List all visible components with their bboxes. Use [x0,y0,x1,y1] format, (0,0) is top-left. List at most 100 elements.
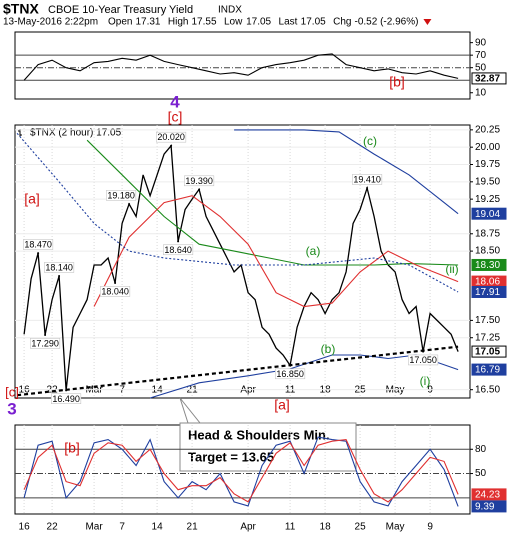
price-label-box [156,131,187,143]
price-point [37,252,40,255]
symbol: $TNX [3,1,39,17]
price-label-box [352,174,383,185]
y-tick-label: 16.50 [475,384,500,395]
last-value-label: 9.39 [475,502,495,513]
price-label: 18.640 [164,245,192,255]
last-value-label: 18.06 [475,277,500,288]
callout-text: Head & Shoulders Min. [188,427,330,442]
price-label-box [30,338,61,349]
price-label-box [275,368,306,380]
y-tick-label: 70 [475,50,487,61]
legend: $TNX (2 hour) 17.05 [30,128,122,139]
last-value-label: 18.30 [475,260,500,271]
y-tick-label: 50 [475,62,487,73]
wave-label: 4 [170,92,180,111]
stat-value: -0.52 (-2.96%) [355,17,419,28]
y-tick-label: 17.25 [475,332,500,343]
price-label-box [408,354,439,366]
last-value-box [471,207,507,220]
stat-name: Open [108,17,132,28]
exchange: INDX [218,5,242,16]
price-point [114,281,117,284]
price-point [44,333,47,336]
price-point [366,187,369,190]
wave-label: [a] [24,191,40,207]
price-label: 16.490 [52,394,80,404]
last-value-box [471,285,507,298]
date: 13-May-2016 2:22pm [3,17,98,28]
last-value-box [471,500,507,513]
last-value-label: 19.04 [475,209,500,220]
wave-label: [c] [5,384,19,399]
price-point [177,240,180,243]
x-tick-label: Apr [240,522,256,533]
x-tick-label: May [386,522,405,533]
x-tick-label: 18 [320,522,332,533]
last-value-label: 17.05 [475,347,500,358]
price-point [58,275,61,278]
price-label: 20.020 [157,132,185,142]
price-label-box [163,244,194,256]
price-label-box [23,239,54,250]
y-tick-label: 80 [475,444,487,455]
stat-name: Chg [333,17,351,28]
price-label-box [44,262,75,273]
wave-label: [c] [168,109,183,125]
series-line [23,53,459,81]
stat-name: Last [279,17,298,28]
price-label: 19.410 [353,174,381,184]
series-line [149,354,459,399]
series-line [93,195,459,308]
price-label: 18.470 [24,240,52,250]
y-tick-label: 20.00 [475,142,500,153]
price-label-box [100,286,131,297]
x-tick-label: 16 [19,522,31,533]
price-point [65,389,68,392]
callout-box [179,422,357,472]
top-panel [14,31,471,100]
y-tick-label: 17.50 [475,315,500,326]
price-label: 16.850 [276,369,304,379]
wave-label: (i) [420,374,431,388]
stat-name: Low [224,17,243,28]
price-label: 17.050 [409,355,437,365]
security-name: CBOE 10-Year Treasury Yield [48,4,193,16]
last-value-label: 17.91 [475,287,500,298]
y-tick-label: 18.50 [475,246,500,257]
stat-value: 17.31 [135,17,160,28]
y-tick-label: 19.75 [475,159,500,170]
price-point [422,350,425,353]
series-line [23,439,459,503]
price-label: 19.180 [107,190,135,200]
wave-label: 3 [7,399,16,418]
callout-text: Target = 13.65 [188,449,274,464]
wave-label: [b] [389,74,405,90]
price-point [128,202,131,205]
last-value-label: 24.23 [475,490,500,501]
price-label: 18.140 [45,262,73,272]
series-line [86,139,459,266]
stat-value: 17.05 [246,17,271,28]
stat-name: High [168,17,189,28]
y-tick-label: 19.50 [475,176,500,187]
wave-label: (a) [306,244,321,258]
series-line [23,436,459,507]
last-value-box [471,258,507,271]
wave-label: (b) [321,342,336,356]
x-tick-label: 14 [152,522,164,533]
y-tick-label: 20.25 [475,124,500,135]
price-label: 17.290 [31,338,59,348]
price-point [170,144,173,147]
x-tick-label: 9 [427,522,433,533]
y-tick-label: 10 [475,87,487,98]
last-value-label: 32.87 [475,74,500,85]
wave-label: (ii) [445,262,458,276]
last-value-box [471,488,507,501]
wave-label: (c) [363,134,377,148]
x-tick-label: 22 [47,522,59,533]
down-arrow [423,19,432,25]
stat-value: 17.55 [192,17,217,28]
wave-label: [b] [64,440,80,456]
stat-value: 17.05 [301,17,326,28]
